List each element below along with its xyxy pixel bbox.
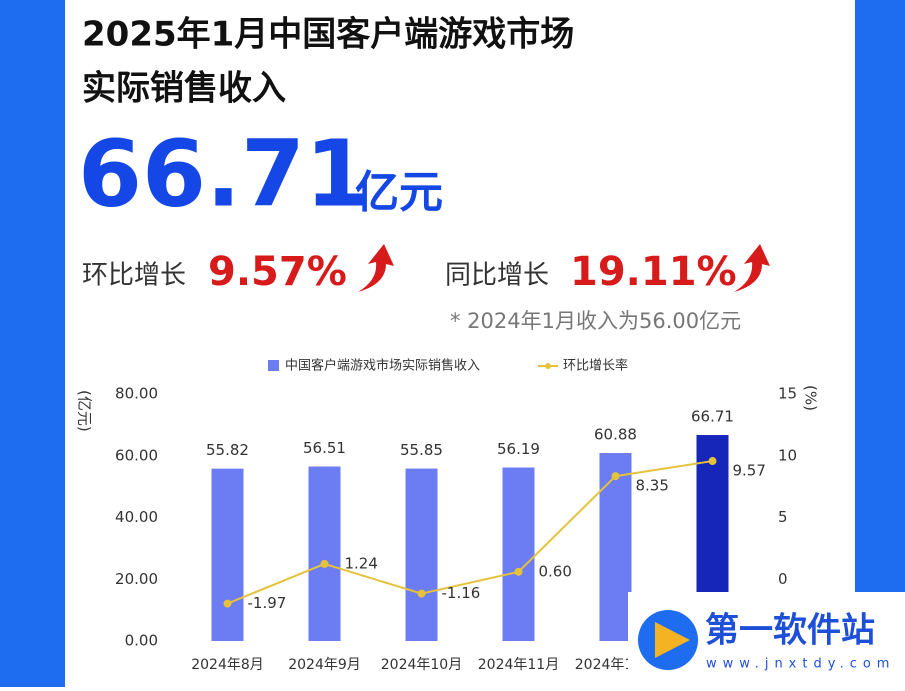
x-tick-label: 2024年10月 bbox=[381, 657, 462, 673]
line-value-label: 9.57 bbox=[733, 462, 766, 480]
watermark-name: 第一软件站 bbox=[705, 611, 875, 651]
y-axis-label: (亿元) bbox=[76, 390, 94, 432]
bar bbox=[405, 468, 438, 641]
legend-label: 环比增长率 bbox=[563, 358, 628, 374]
bar-value-label: 55.85 bbox=[400, 441, 443, 459]
bar bbox=[308, 466, 341, 641]
bar-value-label: 66.71 bbox=[691, 408, 734, 426]
y2-tick-label: 15 bbox=[778, 385, 797, 403]
y-tick-label: 20.00 bbox=[115, 570, 158, 588]
y-tick-label: 60.00 bbox=[115, 446, 158, 464]
title: 实际销售收入 bbox=[82, 69, 286, 109]
title: 2025年1月中国客户端游戏市场 bbox=[82, 15, 574, 55]
bar-value-label: 60.88 bbox=[594, 426, 637, 444]
line-point bbox=[708, 457, 717, 466]
bar bbox=[502, 467, 535, 641]
bar-value-label: 56.19 bbox=[497, 440, 540, 458]
legend-dot bbox=[545, 363, 551, 369]
yoy-value: 19.11% bbox=[570, 249, 737, 295]
x-tick-label: 2024年8月 bbox=[191, 657, 264, 673]
legend-swatch bbox=[268, 360, 279, 371]
line-value-label: 1.24 bbox=[345, 554, 378, 572]
y-tick-label: 80.00 bbox=[115, 385, 158, 403]
mom-label: 环比增长 bbox=[82, 261, 186, 291]
line-point bbox=[514, 567, 523, 576]
y-tick-label: 0.00 bbox=[125, 632, 158, 650]
y2-axis-label: (%) bbox=[802, 385, 820, 411]
note: * 2024年1月收入为56.00亿元 bbox=[450, 309, 741, 333]
line-value-label: 8.35 bbox=[636, 477, 669, 495]
up-arrow bbox=[358, 244, 394, 292]
watermark-url: www.jnxtdy.com bbox=[706, 657, 895, 672]
y2-tick-label: 5 bbox=[778, 508, 788, 526]
watermark-logo-play bbox=[655, 622, 690, 658]
line-value-label: -1.97 bbox=[248, 594, 287, 612]
line-value-label: -1.16 bbox=[442, 584, 481, 602]
line-point bbox=[417, 589, 426, 598]
x-tick-label: 2024年9月 bbox=[288, 657, 361, 673]
bar-value-label: 55.82 bbox=[206, 441, 249, 459]
y2-tick-label: 0 bbox=[778, 570, 788, 588]
bar bbox=[211, 468, 244, 641]
y-tick-label: 40.00 bbox=[115, 508, 158, 526]
legend-label: 中国客户端游戏市场实际销售收入 bbox=[285, 358, 480, 374]
line-value-label: 0.60 bbox=[539, 562, 572, 580]
big-value: 66.71 bbox=[78, 120, 369, 227]
big-unit: 亿元 bbox=[355, 167, 443, 218]
up-arrow bbox=[734, 244, 770, 292]
line-point bbox=[223, 599, 232, 608]
line-point bbox=[320, 559, 329, 568]
bar bbox=[599, 453, 632, 641]
y2-tick-label: 10 bbox=[778, 446, 797, 464]
yoy-label: 同比增长 bbox=[445, 261, 549, 291]
bar-value-label: 56.51 bbox=[303, 439, 346, 457]
line-point bbox=[611, 472, 620, 481]
line bbox=[227, 460, 713, 605]
mom-value: 9.57% bbox=[208, 249, 347, 295]
x-tick-label: 2024年11月 bbox=[478, 657, 559, 673]
